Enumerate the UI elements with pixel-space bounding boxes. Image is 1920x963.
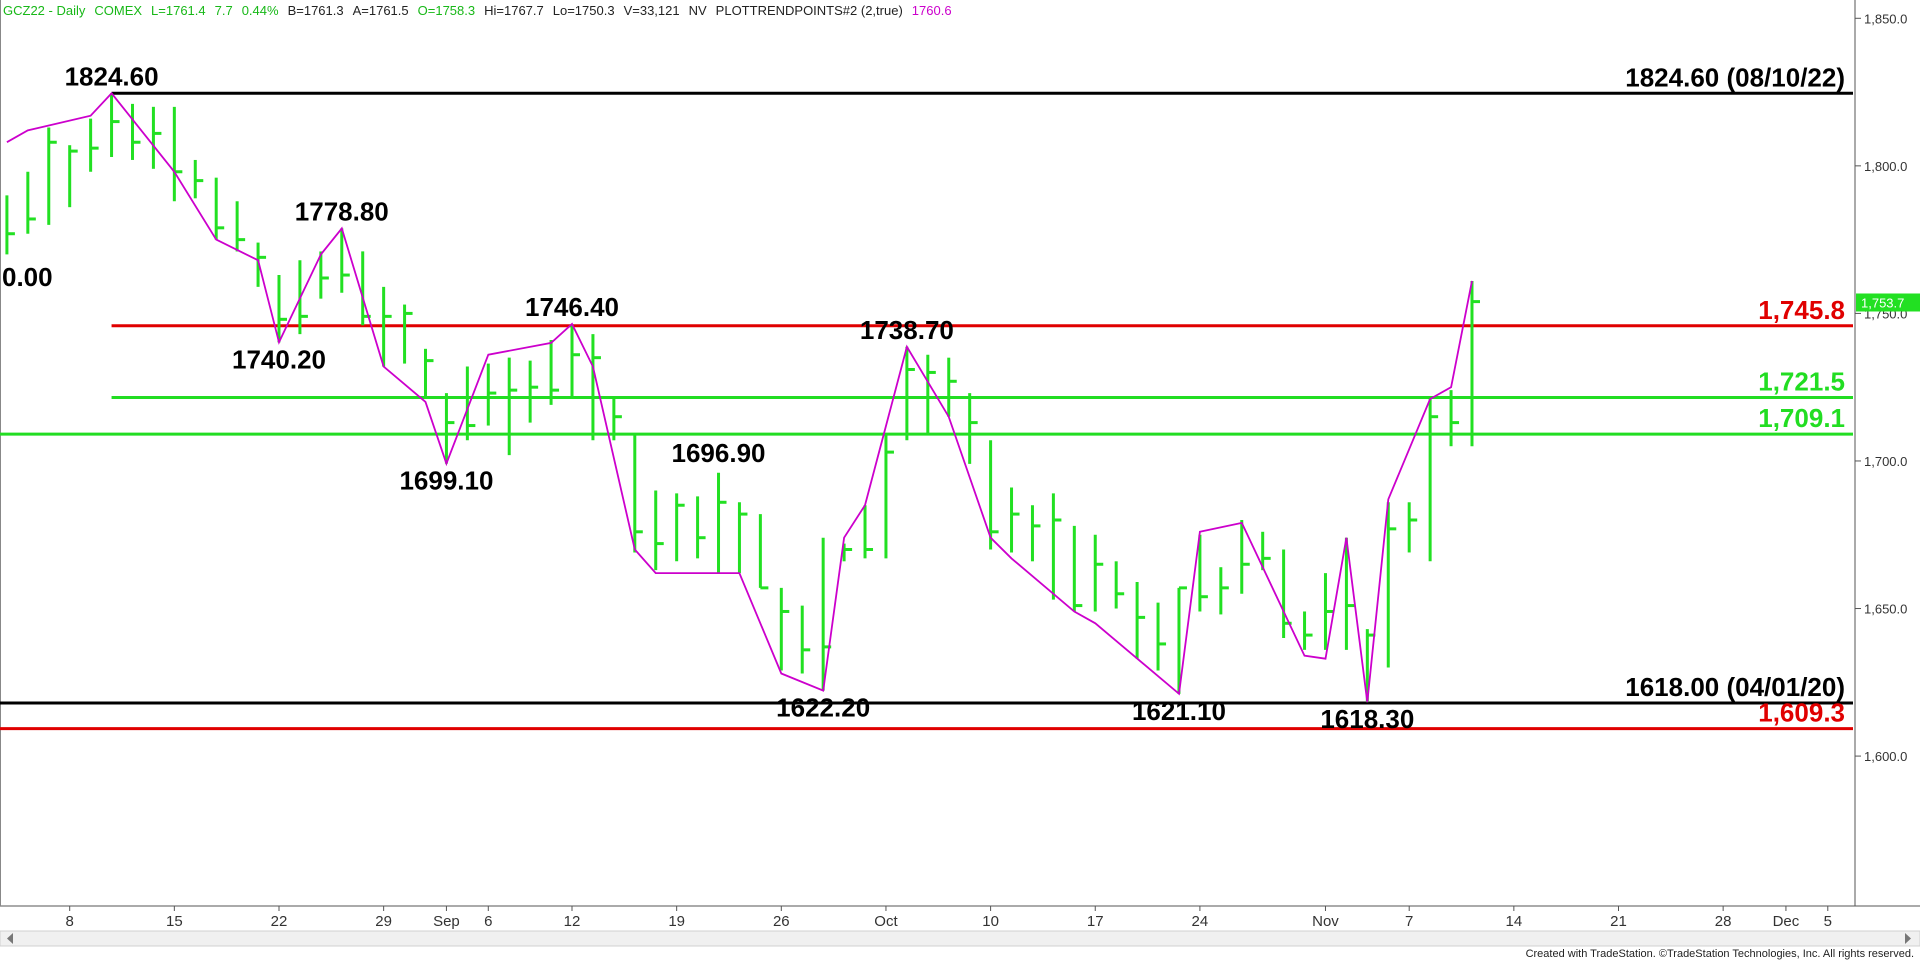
x-tick-label: 14 bbox=[1506, 913, 1523, 930]
x-tick-label: 29 bbox=[375, 913, 392, 930]
x-tick-label: 19 bbox=[668, 913, 685, 930]
pivot-label: 1621.10 bbox=[1132, 696, 1226, 726]
header-field: GCZ22 - Daily bbox=[3, 3, 86, 18]
last-price-tag bbox=[1856, 293, 1920, 312]
level-label: 1618.00 (04/01/20) bbox=[1625, 672, 1845, 702]
x-tick-label: Oct bbox=[874, 913, 898, 930]
y-tick-label: 1,650.0 bbox=[1864, 602, 1907, 617]
level-label: 1,721.5 bbox=[1758, 367, 1845, 397]
x-tick-label: Nov bbox=[1312, 913, 1339, 930]
x-tick-label: 6 bbox=[484, 913, 492, 930]
header-field: 7.7 bbox=[215, 3, 233, 18]
level-label: 1,709.1 bbox=[1758, 403, 1845, 433]
header-field: COMEX bbox=[94, 3, 142, 18]
pivot-label: 1618.30 bbox=[1320, 704, 1414, 734]
x-tick-label: 17 bbox=[1087, 913, 1104, 930]
trend-line bbox=[6, 91, 1473, 703]
x-tick-label: 22 bbox=[271, 913, 288, 930]
header-field: A=1761.5 bbox=[353, 3, 409, 18]
level-label: 1,745.8 bbox=[1758, 295, 1845, 325]
header-field: O=1758.3 bbox=[418, 3, 475, 18]
level-label: 1,609.3 bbox=[1758, 698, 1845, 728]
header-field: V=33,121 bbox=[624, 3, 680, 18]
x-tick-label: 10 bbox=[982, 913, 999, 930]
y-tick-label: 1,600.0 bbox=[1864, 749, 1907, 764]
header-field: Hi=1767.7 bbox=[484, 3, 544, 18]
x-tick-label: 5 bbox=[1824, 913, 1832, 930]
x-tick-label: 24 bbox=[1192, 913, 1209, 930]
pivot-label: 1824.60 bbox=[65, 61, 159, 91]
header-field: 1760.6 bbox=[912, 3, 952, 18]
header: GCZ22 - Daily COMEX L=1761.4 7.7 0.44% B=1761… bbox=[3, 3, 952, 18]
pivot-label: 1740.20 bbox=[232, 344, 326, 374]
last-price-label: 1,753.7 bbox=[1861, 295, 1904, 310]
scrollbar[interactable] bbox=[0, 930, 1920, 947]
x-tick-label: 26 bbox=[773, 913, 790, 930]
header-field: Lo=1750.3 bbox=[553, 3, 615, 18]
header-field: L=1761.4 bbox=[151, 3, 206, 18]
header-field: B=1761.3 bbox=[288, 3, 344, 18]
y-tick-label: 1,850.0 bbox=[1864, 11, 1907, 26]
header-field: 0.44% bbox=[242, 3, 279, 18]
pivot-label: 1622.20 bbox=[776, 693, 870, 723]
pivot-label: 1738.70 bbox=[860, 315, 954, 345]
x-tick-label: 28 bbox=[1715, 913, 1732, 930]
scrollbar-track[interactable] bbox=[0, 930, 1920, 947]
footer: Created with TradeStation. ©TradeStation… bbox=[1526, 948, 1914, 960]
pivot-label: 1746.40 bbox=[525, 292, 619, 322]
scroll-left-arrow[interactable] bbox=[7, 933, 13, 944]
pivot-label: 1699.10 bbox=[399, 466, 493, 496]
x-tick-label: 7 bbox=[1405, 913, 1413, 930]
pivot-label: 1696.90 bbox=[672, 438, 766, 468]
x-tick-label: Dec bbox=[1773, 913, 1800, 930]
y-tick-label: 1,800.0 bbox=[1864, 159, 1907, 174]
x-tick-label: 12 bbox=[564, 913, 581, 930]
header-field: PLOTTRENDPOINTS#2 (2,true) bbox=[716, 3, 903, 18]
y-tick-label: 1,700.0 bbox=[1864, 454, 1907, 469]
x-tick-label: 8 bbox=[66, 913, 74, 930]
scroll-right-arrow[interactable] bbox=[1905, 933, 1911, 944]
level-label: 1824.60 (08/10/22) bbox=[1625, 62, 1845, 92]
left-note: 0.00 bbox=[2, 262, 53, 292]
x-tick-label: 21 bbox=[1610, 913, 1627, 930]
x-tick-label: Sep bbox=[433, 913, 460, 930]
pivot-label: 1778.80 bbox=[295, 196, 389, 226]
x-tick-label: 15 bbox=[166, 913, 183, 930]
header-field: NV bbox=[689, 3, 707, 18]
